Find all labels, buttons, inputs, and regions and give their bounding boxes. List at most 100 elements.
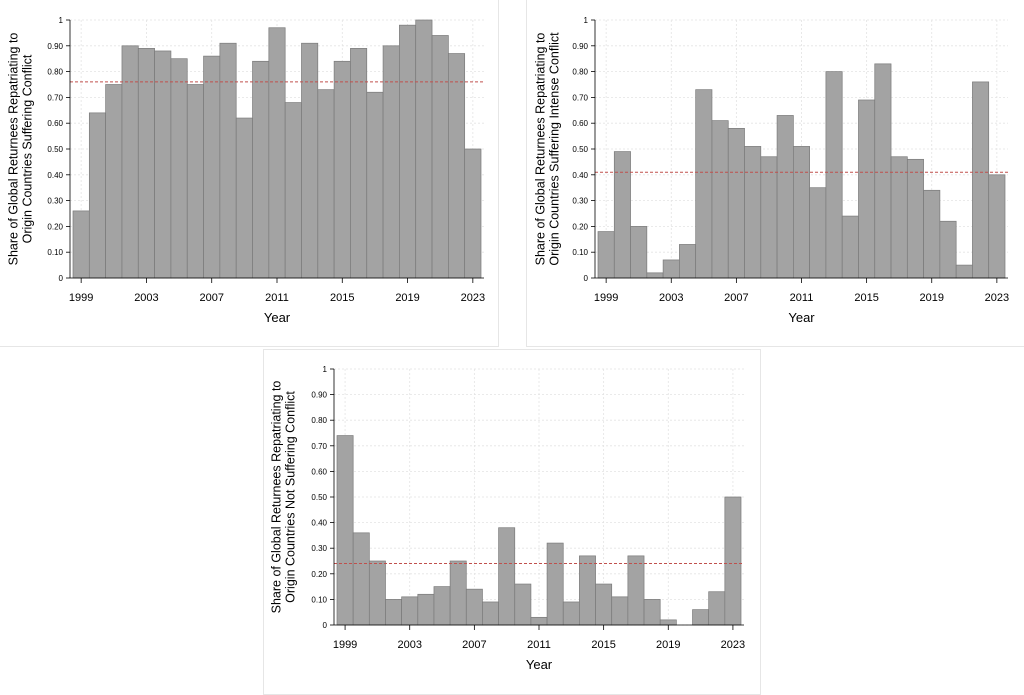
bar-2003 [662,259,680,279]
bar-2004 [154,50,172,279]
y-tick-label: 0 [323,621,328,630]
x-tick-label: 2007 [199,292,223,304]
y-tick-label: 0.40 [572,171,588,180]
y-tick-label: 0 [59,274,64,283]
y-tick-label: 0.70 [47,93,63,102]
bar-2008 [744,146,762,279]
x-tick-label: 2007 [724,292,748,304]
bar-2006 [449,560,467,626]
y-tick-label: 0.50 [311,493,327,502]
bar-2012 [809,187,827,279]
bar-2000 [88,112,106,279]
bar-2023 [464,148,482,279]
x-tick-label: 2011 [790,292,814,304]
bar-2021 [955,264,973,279]
bar-2010 [776,115,794,279]
bar-2000 [352,532,370,626]
y-tick-label: 0.20 [47,222,63,231]
bar-2015 [333,60,351,279]
y-tick-label: 0.70 [311,442,327,451]
bar-2015 [858,99,876,279]
y-axis-title-line-2: Origin Countries Suffering Conflict [20,54,34,243]
bar-2022 [448,53,466,279]
bar-2016 [611,596,629,626]
x-tick-label: 2015 [591,639,615,651]
bar-2004 [679,244,697,279]
bar-2005 [695,89,713,279]
bar-2022 [708,591,726,626]
bar-2011 [793,146,810,279]
bar-2012 [546,542,564,626]
x-axis-title: Year [264,310,291,325]
bar-2010 [514,583,532,626]
y-axis-title-line-1: Share of Global Returnees Repatriating t… [533,33,547,266]
bar-2019 [399,24,417,279]
bar-2013 [562,601,580,626]
bar-2014 [579,555,596,626]
y-tick-label: 0.70 [572,93,588,102]
bar-2003 [137,48,155,279]
bar-2017 [366,91,384,279]
bar-2019 [659,619,677,626]
bar-2007 [727,128,745,279]
y-tick-label: 0.10 [572,248,588,257]
bar-2009 [235,117,253,279]
bar-2023 [988,174,1006,279]
bar-2003 [401,596,419,626]
y-tick-label: 1 [323,365,328,374]
bar-2006 [186,84,204,279]
x-tick-label: 1999 [594,292,618,304]
y-tick-label: 0.40 [311,519,327,528]
y-tick-label: 0.60 [572,119,588,128]
y-tick-label: 0.50 [47,145,63,154]
y-tick-label: 0 [584,274,589,283]
bar-2017 [627,555,645,626]
chart-panel-conflict: 0 0.10 0.20 0.30 0.40 0.50 0.60 0.70 0.80 0.90 1 19… [0,0,499,347]
y-tick-label: 0.60 [311,467,327,476]
bar-2007 [465,588,483,626]
x-tick-label: 2011 [265,292,289,304]
x-axis-title: Year [526,657,553,672]
y-axis-title-line-1: Share of Global Returnees Repatriating t… [269,381,283,614]
y-tick-label: 0.30 [311,544,327,553]
y-tick-label: 0.10 [311,595,327,604]
y-tick-label: 0.10 [47,248,63,257]
bar-2005 [170,58,188,279]
x-tick-label: 1999 [69,292,93,304]
y-axis-title-line-2: Origin Countries Not Suffering Conflict [283,391,297,603]
x-tick-label: 2023 [461,292,485,304]
bar-2008 [482,601,499,626]
y-tick-label: 0.90 [311,391,327,400]
bar-2004 [417,593,435,626]
bar-2022 [972,81,990,279]
bar-2016 [350,48,368,279]
x-tick-label: 2007 [462,639,486,651]
bar-2018 [382,45,400,279]
bar-2018 [643,599,661,626]
bar-2009 [498,527,516,626]
bars [597,63,1006,279]
y-tick-label: 1 [584,16,589,25]
y-axis-title-line-2: Origin Countries Suffering Intense Confl… [547,32,561,266]
x-tick-label: 2023 [985,292,1009,304]
bar-2008 [219,42,237,279]
bar-2017 [890,156,908,279]
bar-2012 [284,102,302,279]
x-tick-label: 2019 [656,639,680,651]
bar-2013 [825,71,843,279]
chart-panel-no-conflict: 0 0.10 0.20 0.30 0.40 0.50 0.60 0.70 0.80 0.90 1 19… [263,349,761,695]
y-tick-label: 0.90 [47,42,63,51]
bar-2002 [121,45,139,279]
bar-2014 [841,215,859,279]
bar-2001 [105,84,123,279]
bar-2006 [711,120,729,279]
x-tick-label: 2003 [134,292,158,304]
y-tick-label: 1 [59,16,64,25]
bar-2007 [203,55,221,279]
x-tick-label: 2003 [397,639,421,651]
bar-2020 [415,19,433,279]
chart-svg-conflict: 0 0.10 0.20 0.30 0.40 0.50 0.60 0.70 0.80 0.90 1 19… [6,16,485,325]
bar-2018 [906,158,924,279]
y-tick-label: 0.80 [311,416,327,425]
y-tick-label: 0.80 [47,68,63,77]
